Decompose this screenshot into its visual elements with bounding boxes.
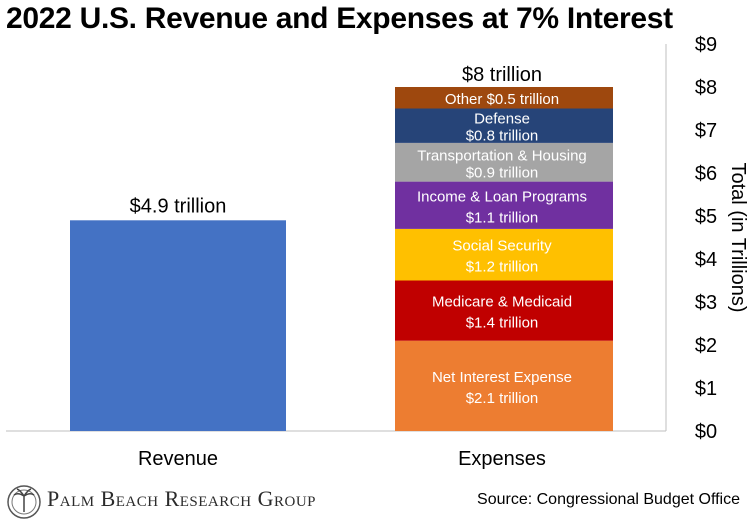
axis-layer: $0 $1 $2 $3 $4 $5 $6 $7 $8 $9 Total (in Trillions)… xyxy=(6,34,749,470)
expense-segment-bar xyxy=(395,87,613,109)
revenue-value-label: $4.9 trillion xyxy=(130,195,227,217)
expense-segment-amount: $1.2 trillion xyxy=(466,259,539,276)
expense-segment-bar xyxy=(395,181,613,229)
source-note: Source: Congressional Budget Office xyxy=(477,491,740,508)
expense-segment-amount: $1.4 trillion xyxy=(466,315,539,332)
revenue-bar xyxy=(70,220,286,431)
y-tick-label: $6 xyxy=(695,163,717,185)
x-category-label: Revenue xyxy=(138,448,218,470)
expense-segment-name: Other xyxy=(445,91,483,108)
y-tick-label: $9 xyxy=(695,34,717,56)
palm-tree-seal-logo xyxy=(7,485,41,519)
y-axis-title: Total (in Trillions) xyxy=(727,162,749,312)
brand-name: Palm Beach Research Group xyxy=(47,486,316,511)
expense-segment-bar xyxy=(395,108,613,143)
expenses-total-label: $8 trillion xyxy=(462,64,542,86)
expense-segment-name: Social Security xyxy=(452,238,552,255)
y-tick-label: $1 xyxy=(695,378,717,400)
expense-segment-amount: $2.1 trillion xyxy=(466,390,539,407)
expense-segment-amount: $0.5 trillion xyxy=(487,91,560,108)
chart-title: 2022 U.S. Revenue and Expenses at 7% Int… xyxy=(6,2,673,35)
y-tick-label: $7 xyxy=(695,120,717,142)
expense-segment-bar xyxy=(395,340,613,431)
y-tick-label: $0 xyxy=(695,421,717,443)
expense-segment-amount: $1.1 trillion xyxy=(466,209,539,226)
expense-segment-name: Net Interest Expense xyxy=(432,369,572,386)
bars-layer xyxy=(70,87,613,431)
expense-segment-name: Transportation & Housing xyxy=(417,147,587,164)
expense-segment-bar xyxy=(395,142,613,182)
expense-segment-amount: $0.8 trillion xyxy=(466,128,539,145)
expense-segment-name: Defense xyxy=(474,111,530,128)
y-tick-label: $4 xyxy=(695,249,717,271)
expense-segment-bar xyxy=(395,280,613,341)
expense-segment-name: Income & Loan Programs xyxy=(417,188,587,205)
y-tick-label: $8 xyxy=(695,77,717,99)
y-tick-label: $3 xyxy=(695,292,717,314)
expense-segment-bar xyxy=(395,228,613,281)
expense-segment-amount: $0.9 trillion xyxy=(466,164,539,181)
y-tick-label: $5 xyxy=(695,206,717,228)
x-category-label: Expenses xyxy=(458,448,546,470)
y-tick-label: $2 xyxy=(695,335,717,357)
expense-segment-label: Other $0.5 trillion xyxy=(445,91,559,108)
labels-layer: $4.9 trillion Net Interest Expense $2.1 tr… xyxy=(130,64,587,407)
expense-segment-name: Medicare & Medicaid xyxy=(432,294,572,311)
